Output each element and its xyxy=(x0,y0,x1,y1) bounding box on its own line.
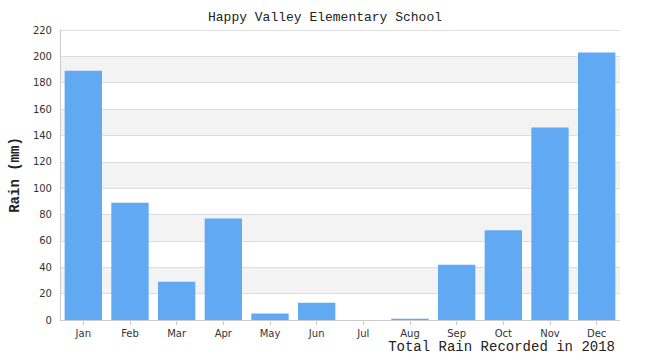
svg-text:Total Rain Recorded in 2018: Total Rain Recorded in 2018 xyxy=(388,339,615,355)
svg-text:0: 0 xyxy=(46,315,52,326)
svg-text:60: 60 xyxy=(39,235,52,246)
svg-text:Nov: Nov xyxy=(540,328,560,339)
svg-text:Jul: Jul xyxy=(356,328,369,339)
svg-text:220: 220 xyxy=(33,25,52,36)
svg-text:Rain (mm): Rain (mm) xyxy=(7,137,23,213)
svg-text:100: 100 xyxy=(33,183,52,194)
svg-text:Jun: Jun xyxy=(308,328,325,339)
svg-text:80: 80 xyxy=(39,209,52,220)
svg-text:120: 120 xyxy=(33,156,52,167)
svg-text:Apr: Apr xyxy=(215,328,233,339)
svg-text:140: 140 xyxy=(33,130,52,141)
svg-text:160: 160 xyxy=(33,104,52,115)
svg-text:Aug: Aug xyxy=(400,328,420,339)
svg-text:Jan: Jan xyxy=(75,328,91,339)
svg-text:Happy Valley Elementary School: Happy Valley Elementary School xyxy=(208,10,442,25)
svg-text:40: 40 xyxy=(39,262,52,273)
svg-text:200: 200 xyxy=(33,51,52,62)
svg-text:20: 20 xyxy=(39,288,52,299)
svg-text:Oct: Oct xyxy=(495,328,512,339)
svg-text:Mar: Mar xyxy=(167,328,187,339)
svg-text:180: 180 xyxy=(33,77,52,88)
svg-text:May: May xyxy=(260,328,281,339)
svg-text:Feb: Feb xyxy=(121,328,139,339)
svg-text:Dec: Dec xyxy=(587,328,606,339)
svg-text:Sep: Sep xyxy=(447,328,466,339)
